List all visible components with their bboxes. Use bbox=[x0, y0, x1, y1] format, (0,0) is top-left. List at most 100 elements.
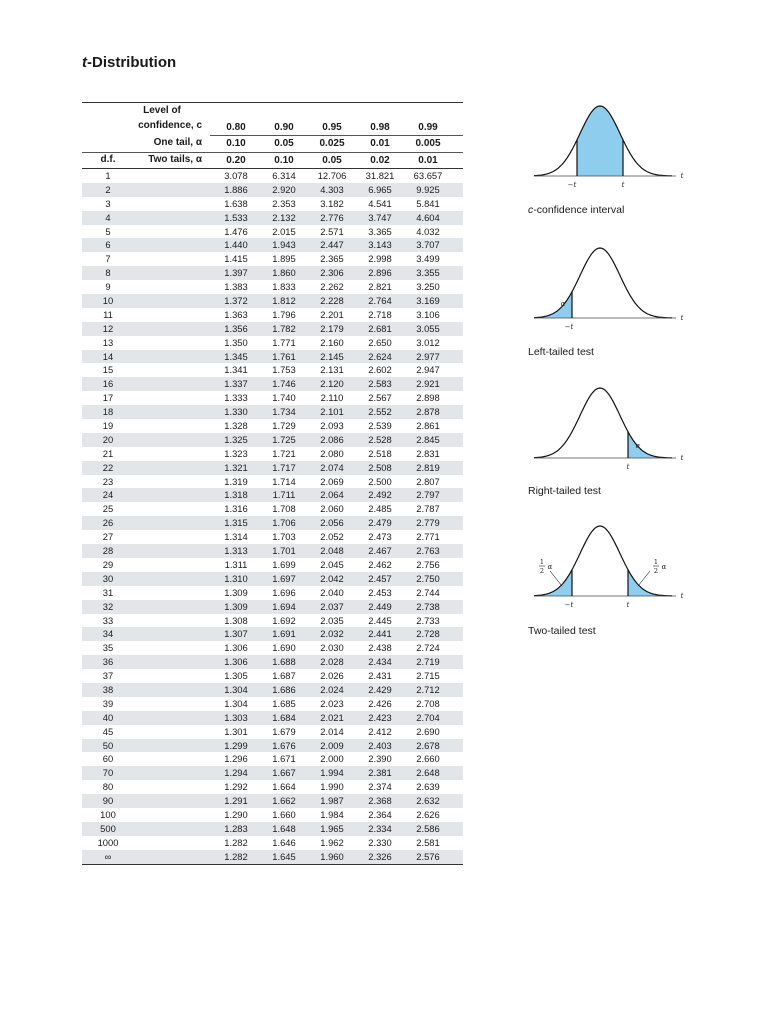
df-cell: 29 bbox=[102, 558, 114, 570]
df-cell: 17 bbox=[102, 392, 114, 404]
critical-value-cell: 1.687 bbox=[272, 670, 296, 682]
critical-value-cell: 1.708 bbox=[272, 503, 296, 515]
critical-value-cell: 1.667 bbox=[272, 767, 296, 779]
critical-value-cell: 1.703 bbox=[272, 531, 296, 543]
df-cell: 21 bbox=[102, 447, 114, 459]
critical-value-cell: 2.056 bbox=[320, 517, 344, 529]
critical-value-cell: 1.833 bbox=[272, 281, 296, 293]
critical-value-cell: 2.060 bbox=[320, 503, 344, 515]
critical-value-cell: 2.763 bbox=[416, 545, 440, 557]
one-tail-alpha: 0.10 bbox=[226, 138, 246, 149]
table-row: 23 1.319 1.714 2.069 2.500 2.807 bbox=[82, 475, 463, 489]
critical-value-cell: 1.304 bbox=[224, 683, 248, 695]
table-row: 30 1.310 1.697 2.042 2.457 2.750 bbox=[82, 571, 463, 586]
critical-value-cell: 5.841 bbox=[416, 197, 440, 209]
critical-value-cell: 2.101 bbox=[320, 406, 344, 418]
table-row: 34 1.307 1.691 2.032 2.441 2.728 bbox=[82, 627, 463, 642]
alpha-label: α bbox=[636, 442, 641, 450]
critical-value-cell: 2.438 bbox=[368, 642, 392, 654]
left-tail-area bbox=[534, 291, 572, 318]
df-cell: 80 bbox=[102, 781, 114, 793]
critical-value-cell: 3.143 bbox=[368, 239, 392, 251]
critical-value-cell: 2.744 bbox=[416, 586, 440, 598]
axis-t-label: t bbox=[681, 454, 684, 462]
critical-value-cell: 2.581 bbox=[416, 836, 440, 848]
critical-value-cell: 12.706 bbox=[317, 170, 347, 181]
critical-value-cell: 2.374 bbox=[368, 781, 392, 793]
df-cell: 23 bbox=[102, 475, 114, 487]
critical-value-cell: 1.648 bbox=[272, 822, 296, 834]
critical-value-cell: 1.782 bbox=[272, 322, 296, 334]
critical-value-cell: 1.304 bbox=[224, 697, 248, 709]
level-of-label: Level of bbox=[143, 105, 181, 116]
table-row: 45 1.301 1.679 2.014 2.412 2.690 bbox=[82, 725, 463, 739]
confidence-interval-caption: c-confidence interval bbox=[528, 204, 625, 216]
critical-value-cell: 1.771 bbox=[272, 336, 296, 348]
critical-value-cell: 2.026 bbox=[320, 670, 344, 682]
critical-value-cell: 1.315 bbox=[224, 517, 248, 529]
critical-value-cell: 1.319 bbox=[224, 475, 248, 487]
table-row: 33 1.308 1.692 2.035 2.445 2.733 bbox=[82, 614, 463, 628]
df-cell: 60 bbox=[102, 753, 114, 765]
critical-value-cell: 1.356 bbox=[224, 322, 248, 334]
half-alpha-numerator: 1 bbox=[540, 558, 544, 566]
table-header: Level of confidence, c One tail, α Two t… bbox=[82, 103, 463, 169]
df-cell: 500 bbox=[100, 822, 116, 834]
critical-value-cell: 2.750 bbox=[416, 572, 440, 584]
table-row: 22 1.321 1.717 2.074 2.508 2.819 bbox=[82, 460, 463, 475]
df-cell: 14 bbox=[102, 350, 114, 362]
df-cell: 13 bbox=[102, 336, 114, 348]
table-row: 9 1.383 1.833 2.262 2.821 3.250 bbox=[82, 280, 463, 294]
critical-value-cell: 3.169 bbox=[416, 295, 440, 307]
critical-value-cell: 2.449 bbox=[368, 600, 392, 612]
critical-value-cell: 2.878 bbox=[416, 406, 440, 418]
right-tailed-curve: t α t bbox=[533, 387, 684, 471]
critical-value-cell: 2.441 bbox=[368, 628, 392, 640]
t-label: t bbox=[622, 181, 625, 189]
df-cell: 28 bbox=[102, 545, 114, 557]
table-row: 2 1.886 2.920 4.303 6.965 9.925 bbox=[82, 182, 463, 197]
critical-value-cell: 2.069 bbox=[320, 475, 344, 487]
critical-value-cell: 1.291 bbox=[224, 795, 248, 807]
df-cell: 4 bbox=[105, 211, 111, 223]
df-cell: 16 bbox=[102, 378, 114, 390]
critical-value-cell: 1.671 bbox=[272, 753, 296, 765]
critical-value-cell: 2.681 bbox=[368, 322, 392, 334]
critical-value-cell: 1.812 bbox=[272, 295, 296, 307]
critical-value-cell: 1.660 bbox=[272, 808, 296, 820]
df-cell: 26 bbox=[102, 517, 114, 529]
df-cell: 10 bbox=[102, 295, 114, 307]
neg-t-label: −t bbox=[568, 181, 577, 189]
header-divider bbox=[210, 135, 463, 136]
df-cell: 7 bbox=[105, 253, 111, 265]
critical-value-cell: 2.718 bbox=[368, 308, 392, 320]
table-row: 35 1.306 1.690 2.030 2.438 2.724 bbox=[82, 641, 463, 655]
critical-value-cell: 1.895 bbox=[272, 253, 296, 265]
critical-value-cell: 1.645 bbox=[272, 850, 296, 862]
critical-value-cell: 2.771 bbox=[416, 531, 440, 543]
critical-value-cell: 2.787 bbox=[416, 503, 440, 515]
df-cell: 39 bbox=[102, 697, 114, 709]
critical-value-cell: 1.476 bbox=[224, 225, 248, 237]
right-tailed-caption: Right-tailed test bbox=[528, 485, 601, 497]
critical-value-cell: 1.310 bbox=[224, 572, 248, 584]
critical-value-cell: 2.021 bbox=[320, 711, 344, 723]
df-cell: 100 bbox=[100, 808, 116, 820]
critical-value-cell: 2.326 bbox=[368, 850, 392, 862]
critical-value-cell: 3.747 bbox=[368, 211, 392, 223]
df-cell: 36 bbox=[102, 656, 114, 668]
critical-value-cell: 2.528 bbox=[368, 433, 392, 445]
critical-value-cell: 2.861 bbox=[416, 420, 440, 432]
neg-t-label: −t bbox=[565, 601, 574, 609]
critical-value-cell: 2.447 bbox=[320, 239, 344, 251]
critical-value-cell: 1.533 bbox=[224, 211, 248, 223]
critical-value-cell: 1.309 bbox=[224, 600, 248, 612]
table-row: 28 1.313 1.701 2.048 2.467 2.763 bbox=[82, 544, 463, 558]
confidence-level: 0.80 bbox=[226, 122, 246, 133]
table-row: 36 1.306 1.688 2.028 2.434 2.719 bbox=[82, 655, 463, 670]
density-curve bbox=[533, 387, 672, 459]
table-row: 1000 1.282 1.646 1.962 2.330 2.581 bbox=[82, 836, 463, 850]
critical-value-cell: 1.350 bbox=[224, 336, 248, 348]
df-cell: 1 bbox=[105, 170, 111, 181]
confidence-level: 0.99 bbox=[418, 122, 438, 133]
